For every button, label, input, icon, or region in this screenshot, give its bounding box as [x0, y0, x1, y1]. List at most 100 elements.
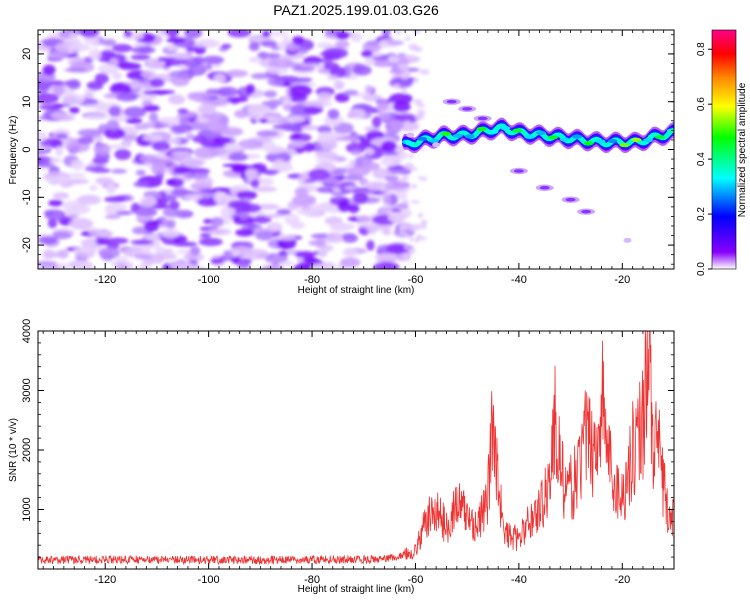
noise-blob — [246, 222, 257, 231]
noise-blob — [256, 130, 279, 137]
noise-blob — [366, 40, 382, 46]
noise-blob — [148, 112, 159, 122]
noise-blob — [413, 99, 423, 104]
noise-blob — [77, 194, 102, 205]
signal-core — [429, 138, 440, 143]
noise-blob — [384, 180, 411, 191]
noise-blob — [125, 117, 143, 125]
noise-blob — [116, 256, 128, 263]
noise-blob — [369, 51, 383, 58]
noise-blob — [337, 200, 351, 213]
noise-blob — [116, 93, 138, 102]
noise-blob — [334, 92, 350, 103]
noise-blob — [389, 93, 413, 105]
noise-blob — [321, 236, 344, 243]
colorbar-tick-label: 0.0 — [696, 262, 707, 276]
noise-blob — [114, 148, 132, 160]
noise-blob — [165, 219, 176, 230]
noise-blob — [66, 173, 87, 178]
noise-blob — [143, 90, 168, 96]
noise-blob — [409, 236, 414, 242]
noise-blob — [323, 120, 340, 127]
noise-blob — [123, 30, 133, 38]
noise-blob — [401, 125, 411, 132]
noise-blob — [262, 30, 271, 38]
noise-blob — [265, 151, 292, 163]
noise-blob — [294, 187, 309, 197]
noise-blob — [38, 264, 62, 269]
snr-xlabel: Height of straight line (km) — [298, 584, 415, 595]
noise-blob — [348, 203, 360, 214]
noise-blob — [173, 166, 192, 174]
noise-blob — [38, 81, 50, 94]
noise-blob — [214, 73, 226, 83]
spectrogram-xlabel: Height of straight line (km) — [298, 285, 415, 296]
noise-blob — [317, 125, 332, 134]
signal-core — [512, 128, 523, 133]
noise-blob — [317, 131, 334, 143]
noise-blob — [53, 85, 65, 97]
noise-blob — [245, 168, 259, 181]
secondary-streak-core — [477, 116, 488, 121]
colorbar-ticks: 0.0 0.2 0.4 0.6 0.8 — [696, 42, 712, 276]
snr-panel: -120 -100 -80 -60 -40 -20 1000 2000 3000 4000 He… — [8, 319, 675, 595]
noise-blob — [291, 133, 302, 140]
noise-blob — [398, 220, 404, 228]
noise-blob — [245, 84, 256, 95]
noise-blob — [410, 200, 421, 204]
noise-blob — [101, 38, 117, 47]
noise-blob — [237, 260, 251, 269]
noise-blob — [143, 104, 160, 113]
noise-blob — [287, 116, 306, 123]
noise-blob — [135, 169, 146, 176]
noise-blob — [391, 208, 402, 213]
noise-blob — [48, 199, 64, 207]
signal-core — [583, 141, 594, 146]
noise-blob — [38, 92, 60, 104]
noise-blob — [401, 257, 411, 262]
snr-ylabel: SNR (10 * v/v) — [8, 418, 19, 482]
colorbar-tick-label: 0.2 — [696, 207, 707, 221]
noise-blob — [98, 247, 120, 259]
noise-blob — [273, 159, 286, 171]
noise-blob — [55, 145, 64, 157]
noise-blob — [263, 90, 278, 98]
noise-blob — [104, 196, 126, 203]
secondary-streak-core — [539, 185, 550, 190]
noise-blob — [179, 115, 189, 127]
noise-blob — [157, 57, 170, 62]
noise-blob — [123, 106, 147, 118]
noise-blob — [413, 77, 419, 83]
noise-blob — [108, 105, 121, 117]
noise-blob — [372, 168, 392, 179]
noise-blob — [323, 54, 341, 61]
noise-blob — [414, 237, 420, 243]
noise-blob — [38, 104, 62, 110]
noise-blob — [248, 42, 260, 52]
noise-blob — [268, 31, 290, 37]
noise-blob — [404, 162, 414, 170]
signal-core — [655, 135, 666, 140]
snr-y-ticks: 1000 2000 3000 4000 — [21, 319, 674, 570]
noise-blob — [323, 178, 341, 184]
noise-blob — [144, 233, 161, 240]
noise-blob — [130, 54, 151, 61]
noise-blob — [377, 112, 391, 121]
noise-blob — [420, 219, 428, 225]
noise-blob — [134, 123, 151, 130]
colorbar-gradient — [711, 29, 737, 270]
y-tick-label: 2000 — [21, 438, 33, 462]
noise-blob — [356, 215, 371, 222]
noise-blob — [184, 111, 196, 119]
noise-blob — [385, 243, 407, 255]
noise-blob — [384, 175, 399, 182]
noise-blob — [226, 96, 249, 103]
noise-blob — [130, 239, 153, 245]
noise-blob — [117, 62, 142, 70]
noise-blob — [327, 108, 340, 120]
noise-blob — [109, 57, 119, 66]
noise-blob — [216, 86, 239, 97]
noise-blob — [173, 235, 188, 244]
noise-blob — [46, 51, 69, 60]
isolated-blob — [623, 237, 632, 243]
